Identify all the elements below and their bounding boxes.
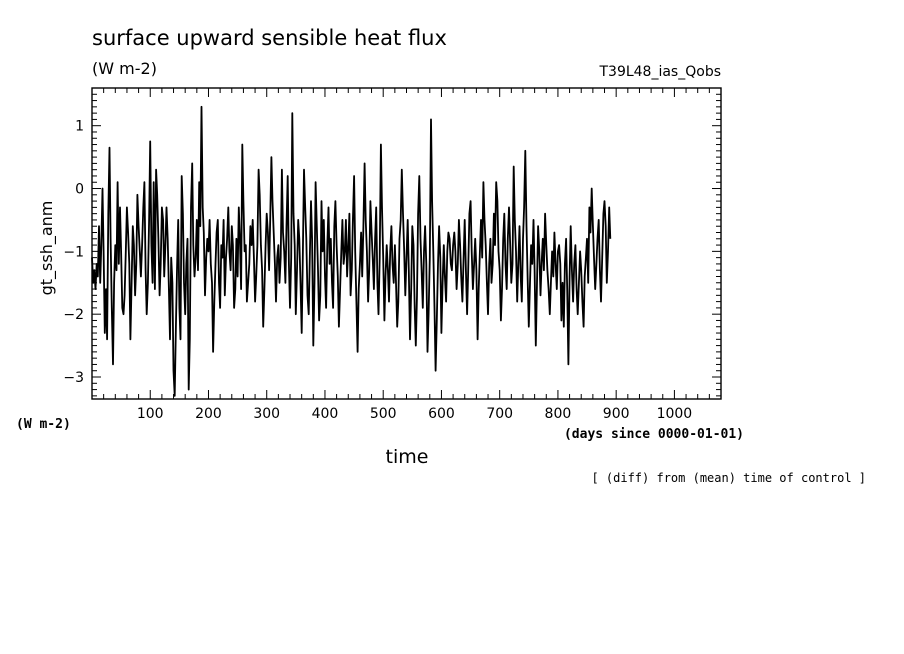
y-tick-label: −1 (63, 244, 84, 260)
x-unit-label: (days since 0000-01-01) (564, 427, 744, 442)
y-tick-label: −2 (63, 307, 84, 323)
x-tick-label: 200 (195, 406, 222, 422)
x-tick-label: 1000 (657, 406, 693, 422)
y-axis: −3 −2 −1 0 1 (63, 93, 721, 397)
x-tick-label: 400 (312, 406, 339, 422)
run-label: T39L48_ias_Qobs (598, 64, 721, 80)
y-unit-label: (W m-2) (16, 417, 71, 432)
x-tick-label: 800 (545, 406, 572, 422)
x-tick-label: 500 (370, 406, 397, 422)
y-tick-label: 1 (75, 119, 84, 135)
chart-title: surface upward sensible heat flux (92, 26, 447, 50)
x-tick-label: 900 (603, 406, 630, 422)
chart-subtitle: (W m-2) (92, 59, 157, 78)
x-tick-label: 600 (428, 406, 455, 422)
x-axis: 100 200 300 400 500 600 700 800 900 1000 (103, 88, 710, 422)
y-axis-label: gt_ssh_anm (37, 201, 57, 296)
x-axis-label: time (386, 446, 429, 468)
y-tick-label: 0 (75, 182, 84, 198)
x-tick-label: 700 (486, 406, 513, 422)
series-line (91, 105, 612, 397)
y-tick-label: −3 (63, 370, 84, 386)
footnote: [ (diff) from (mean) time of control ] (591, 471, 866, 485)
plot-area: 100 200 300 400 500 600 700 800 900 1000 −3 −2 −1 0 1 (63, 87, 722, 422)
x-tick-label: 100 (137, 406, 164, 422)
x-tick-label: 300 (253, 406, 280, 422)
